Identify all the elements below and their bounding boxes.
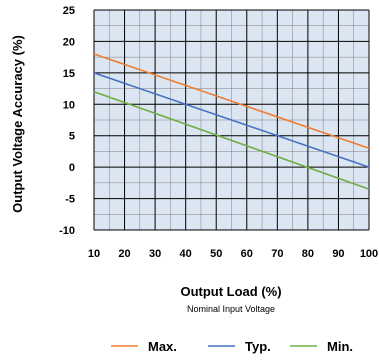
y-tick-label: 20 bbox=[63, 36, 75, 48]
series-line-min bbox=[93, 90, 370, 190]
series-line-max bbox=[93, 53, 370, 150]
x-tick-label: 90 bbox=[332, 248, 344, 260]
legend: Max. Typ. Min. bbox=[111, 339, 353, 354]
x-tick-labels: 10 20 30 40 50 60 70 80 90 100 bbox=[88, 248, 378, 260]
y-tick-label: 10 bbox=[63, 99, 75, 111]
legend-label-min: Min. bbox=[327, 339, 353, 354]
legend-label-typ: Typ. bbox=[245, 339, 271, 354]
minor-grid bbox=[94, 10, 369, 230]
major-grid bbox=[93, 9, 370, 231]
x-tick-label: 100 bbox=[360, 248, 378, 260]
x-tick-label: 20 bbox=[118, 248, 130, 260]
y-tick-label: -10 bbox=[59, 225, 75, 237]
y-tick-label: 0 bbox=[69, 162, 75, 174]
x-axis-subtitle: Nominal Input Voltage bbox=[187, 304, 275, 314]
x-tick-label: 70 bbox=[271, 248, 283, 260]
series-line-typ bbox=[93, 72, 370, 168]
y-tick-label: -5 bbox=[65, 194, 75, 206]
x-tick-label: 50 bbox=[210, 248, 222, 260]
y-axis-title: Output Voltage Accuracy (%) bbox=[10, 35, 25, 213]
y-tick-labels: -10 -5 0 5 10 15 20 25 bbox=[59, 5, 75, 237]
series-layer bbox=[93, 53, 370, 190]
y-tick-label: 15 bbox=[63, 68, 75, 80]
y-tick-label: 25 bbox=[63, 5, 75, 17]
legend-label-max: Max. bbox=[148, 339, 177, 354]
x-tick-label: 80 bbox=[302, 248, 314, 260]
x-tick-label: 60 bbox=[241, 248, 253, 260]
x-axis-title: Output Load (%) bbox=[180, 284, 281, 299]
x-tick-label: 40 bbox=[180, 248, 192, 260]
x-tick-label: 30 bbox=[149, 248, 161, 260]
y-tick-label: 5 bbox=[69, 131, 75, 143]
x-tick-label: 10 bbox=[88, 248, 100, 260]
